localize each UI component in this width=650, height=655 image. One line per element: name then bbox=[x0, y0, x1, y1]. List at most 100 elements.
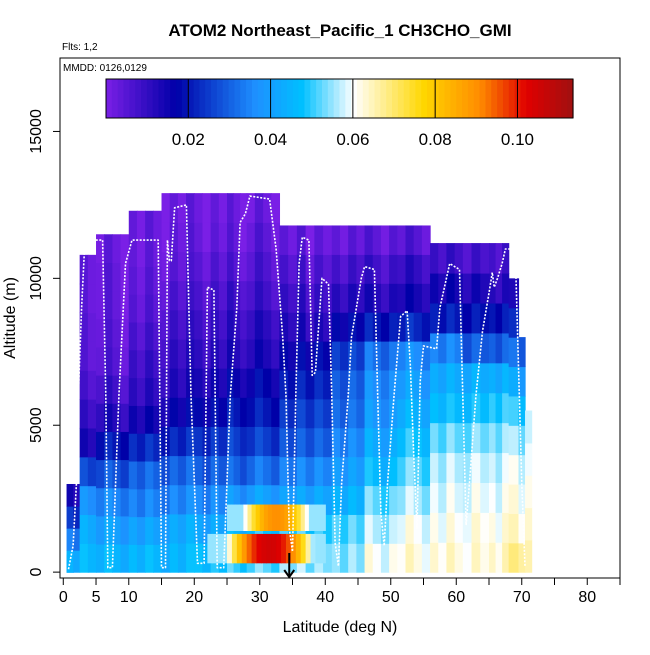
heatmap-cell bbox=[356, 254, 366, 284]
heatmap-cell bbox=[136, 266, 146, 295]
x-tick-label: 40 bbox=[316, 589, 334, 606]
colorbar-segment bbox=[269, 79, 276, 118]
hotspot-cell bbox=[276, 533, 282, 564]
heatmap-cell bbox=[66, 506, 74, 529]
heatmap-cell bbox=[502, 362, 510, 394]
heatmap-cell bbox=[397, 485, 407, 515]
heatmap-cell bbox=[340, 485, 349, 515]
heatmap-cell bbox=[364, 398, 374, 429]
heatmap-cell bbox=[502, 332, 510, 364]
heatmap-cell bbox=[323, 225, 333, 255]
heatmap-cell bbox=[397, 312, 407, 342]
heatmap-cell bbox=[364, 312, 374, 342]
heatmap-cell bbox=[405, 398, 415, 429]
heatmap-cell bbox=[87, 456, 97, 487]
heatmap-cell bbox=[348, 283, 357, 313]
heatmap-cell bbox=[104, 234, 113, 264]
colorbar-segment bbox=[561, 79, 568, 118]
heatmap-cell bbox=[112, 234, 122, 264]
chart-title: ATOM2 Northeast_Pacific_1 CH3CHO_GMI bbox=[168, 21, 511, 40]
heatmap-cell bbox=[254, 193, 264, 223]
heatmap-cell bbox=[194, 513, 204, 544]
heatmap-cell bbox=[233, 251, 241, 282]
heatmap-cell bbox=[79, 485, 89, 516]
heatmap-cell bbox=[331, 485, 341, 515]
heatmap-cell bbox=[177, 426, 187, 457]
heatmap-cell bbox=[430, 512, 439, 543]
heatmap-cell bbox=[218, 513, 228, 544]
heatmap-cell bbox=[120, 459, 130, 489]
heatmap-cell bbox=[389, 283, 398, 313]
heatmap-cell bbox=[227, 309, 235, 340]
heatmap-cell bbox=[508, 366, 520, 397]
heatmap-cell bbox=[397, 427, 407, 458]
heatmap-cell bbox=[340, 283, 349, 313]
heatmap-cell bbox=[177, 513, 187, 544]
heatmap-cell bbox=[296, 369, 307, 400]
heatmap-cell bbox=[525, 507, 533, 541]
heatmap-cell bbox=[495, 302, 503, 334]
heatmap-cell bbox=[305, 456, 315, 487]
heatmap-cell bbox=[145, 238, 154, 267]
heatmap-cell bbox=[73, 506, 81, 529]
heatmap-cell bbox=[120, 290, 130, 320]
heatmap-cell bbox=[471, 362, 481, 394]
heatmap-cell bbox=[480, 542, 490, 573]
heatmap-cell bbox=[525, 475, 533, 509]
heatmap-cell bbox=[271, 484, 281, 515]
heatmap-cell bbox=[397, 514, 407, 544]
colorbar-segment bbox=[129, 79, 136, 118]
hotspot-cell bbox=[292, 504, 298, 531]
heatmap-cell bbox=[128, 321, 138, 351]
heatmap-cell bbox=[446, 542, 456, 573]
heatmap-cell bbox=[364, 456, 374, 487]
heatmap-cell bbox=[112, 318, 122, 348]
heatmap-cells bbox=[66, 193, 533, 573]
heatmap-cell bbox=[271, 338, 281, 369]
heatmap-cell bbox=[104, 431, 113, 461]
heatmap-cell bbox=[430, 243, 439, 274]
heatmap-cell bbox=[296, 427, 307, 458]
heatmap-cell bbox=[331, 427, 341, 458]
hotspot-cell bbox=[295, 533, 302, 564]
heatmap-cell bbox=[389, 427, 398, 458]
heatmap-cell bbox=[210, 484, 220, 515]
heatmap-cell bbox=[169, 542, 179, 573]
heatmap-cell bbox=[145, 294, 154, 323]
hotspot-cell bbox=[312, 504, 318, 531]
heatmap-cell bbox=[145, 488, 154, 518]
heatmap-cell bbox=[96, 403, 105, 432]
heatmap-cell bbox=[254, 455, 264, 486]
heatmap-cell bbox=[405, 283, 415, 313]
heatmap-cell bbox=[502, 452, 510, 483]
heatmap-cell bbox=[296, 341, 307, 371]
heatmap-cell bbox=[446, 512, 456, 543]
heatmap-cell bbox=[240, 426, 248, 457]
heatmap-cell bbox=[405, 427, 415, 458]
heatmap-cell bbox=[202, 338, 212, 369]
heatmap-cell bbox=[364, 427, 374, 458]
colorbar-segment bbox=[444, 79, 452, 118]
heatmap-cell bbox=[405, 341, 415, 371]
colorbar-segment bbox=[415, 79, 422, 118]
heatmap-cell bbox=[348, 341, 357, 371]
heatmap-cell bbox=[246, 222, 256, 253]
heatmap-cell bbox=[79, 456, 89, 487]
heatmap-cell bbox=[430, 452, 439, 483]
hotspot-cell bbox=[263, 504, 269, 531]
heatmap-cell bbox=[202, 193, 212, 223]
heatmap-cell bbox=[389, 398, 398, 429]
heatmap-cell bbox=[202, 484, 212, 515]
colorbar-segment bbox=[502, 79, 510, 118]
colorbar-segment bbox=[123, 79, 130, 118]
heatmap-cell bbox=[136, 488, 146, 518]
heatmap-cell bbox=[413, 369, 423, 400]
heatmap-cell bbox=[112, 403, 122, 432]
heatmap-cell bbox=[194, 542, 204, 573]
heatmap-cell bbox=[153, 516, 163, 545]
heatmap-cell bbox=[112, 431, 122, 461]
x-axis: 0 5 10 20 30 40 50 60 70 80 bbox=[59, 578, 621, 606]
colorbar-frame bbox=[105, 78, 574, 119]
heatmap-cell bbox=[227, 222, 235, 253]
heatmap-cell bbox=[218, 397, 228, 427]
